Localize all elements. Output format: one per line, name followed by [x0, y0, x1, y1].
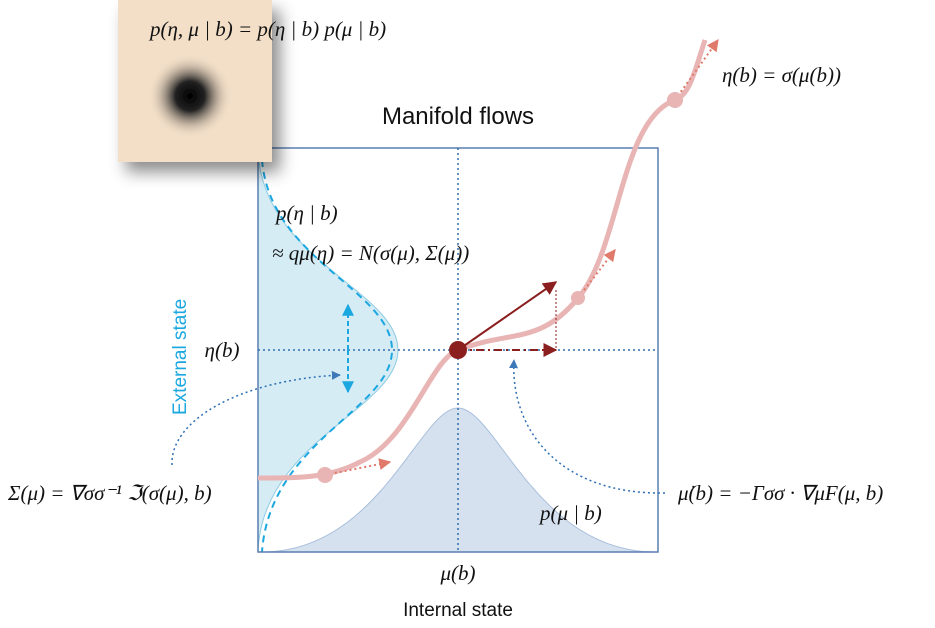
axis-title: Internal state: [403, 600, 513, 621]
title: Manifold flows: [382, 103, 534, 130]
formula: Σ(μ) = ∇σσ⁻¹ ℑ(σ(μ), b): [7, 481, 212, 505]
formula: η(b): [205, 338, 240, 362]
joint-density: [148, 54, 232, 138]
diagram: p(η, μ | b) = p(η | b) p(μ | b) Manifold…: [0, 0, 935, 628]
pointer: [514, 360, 665, 493]
point: [667, 92, 683, 108]
formula: η(b) = σ(μ(b)): [722, 63, 841, 87]
point: [571, 291, 585, 305]
formula: μ̇(b) = −Γσσ · ∇μF(μ, b): [677, 481, 883, 505]
point: [449, 341, 467, 359]
formula: μ(b): [439, 561, 475, 585]
tangent-arrow: [675, 40, 718, 100]
point: [317, 467, 333, 483]
axis-title: External state: [170, 299, 191, 415]
formula: p(η, μ | b) = p(η | b) p(μ | b): [148, 17, 386, 41]
formula: p(μ | b): [538, 501, 602, 525]
formula: ≈ qμ(η) = N(σ(μ), Σ(μ)): [272, 241, 469, 265]
formula: p(η | b): [274, 201, 338, 225]
